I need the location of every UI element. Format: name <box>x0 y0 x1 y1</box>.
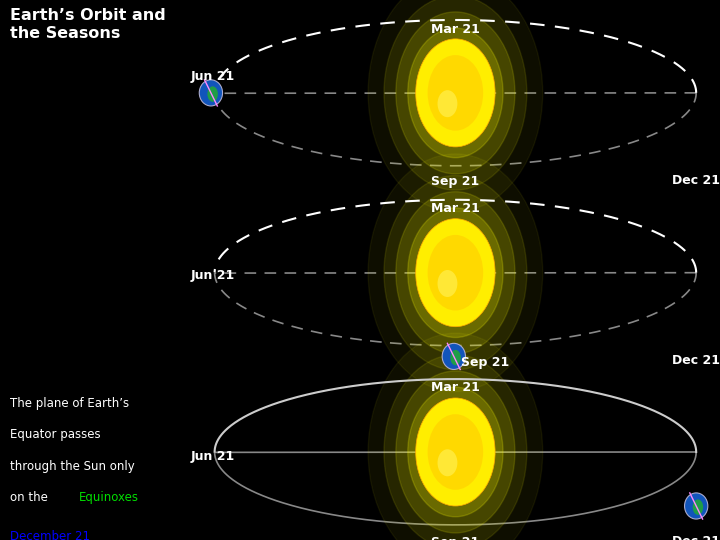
Ellipse shape <box>368 333 543 540</box>
Ellipse shape <box>415 39 495 147</box>
Ellipse shape <box>408 387 503 517</box>
Ellipse shape <box>408 208 503 338</box>
Ellipse shape <box>438 449 457 476</box>
Text: Mar 21: Mar 21 <box>431 202 480 215</box>
Ellipse shape <box>442 343 465 369</box>
Ellipse shape <box>415 398 495 506</box>
Text: Equator passes: Equator passes <box>9 428 100 441</box>
Text: Dec 21: Dec 21 <box>672 535 720 540</box>
Ellipse shape <box>368 154 543 392</box>
Text: Dec 21: Dec 21 <box>672 354 720 367</box>
Ellipse shape <box>685 493 708 519</box>
Text: The plane of Earth’s: The plane of Earth’s <box>9 397 129 410</box>
Text: December 21: December 21 <box>9 530 89 540</box>
Ellipse shape <box>428 55 483 131</box>
Text: Equinoxes: Equinoxes <box>79 491 139 504</box>
Ellipse shape <box>415 219 495 327</box>
Ellipse shape <box>396 12 515 174</box>
Text: Jun 21: Jun 21 <box>191 269 235 282</box>
Ellipse shape <box>396 192 515 354</box>
Ellipse shape <box>384 355 527 540</box>
Text: Mar 21: Mar 21 <box>431 381 480 394</box>
Ellipse shape <box>384 176 527 370</box>
Text: Mar 21: Mar 21 <box>431 23 480 36</box>
Ellipse shape <box>384 0 527 190</box>
Text: through the Sun only: through the Sun only <box>9 460 135 472</box>
Ellipse shape <box>199 80 222 106</box>
Ellipse shape <box>450 350 461 365</box>
Ellipse shape <box>368 0 543 212</box>
Text: Earth’s Orbit and
the Seasons: Earth’s Orbit and the Seasons <box>9 8 166 41</box>
Ellipse shape <box>396 371 515 533</box>
Text: Jun 21: Jun 21 <box>191 450 235 463</box>
Ellipse shape <box>408 28 503 158</box>
Text: Sep 21: Sep 21 <box>461 356 509 369</box>
Text: Sep 21: Sep 21 <box>431 536 480 540</box>
Ellipse shape <box>438 270 457 297</box>
Text: Dec 21: Dec 21 <box>672 174 720 187</box>
Ellipse shape <box>693 500 703 515</box>
Ellipse shape <box>428 235 483 310</box>
Text: on the: on the <box>9 491 51 504</box>
Ellipse shape <box>428 414 483 490</box>
Text: Sep 21: Sep 21 <box>431 176 480 188</box>
Ellipse shape <box>438 90 457 117</box>
Text: Jun 21: Jun 21 <box>191 70 235 83</box>
Ellipse shape <box>207 86 218 102</box>
